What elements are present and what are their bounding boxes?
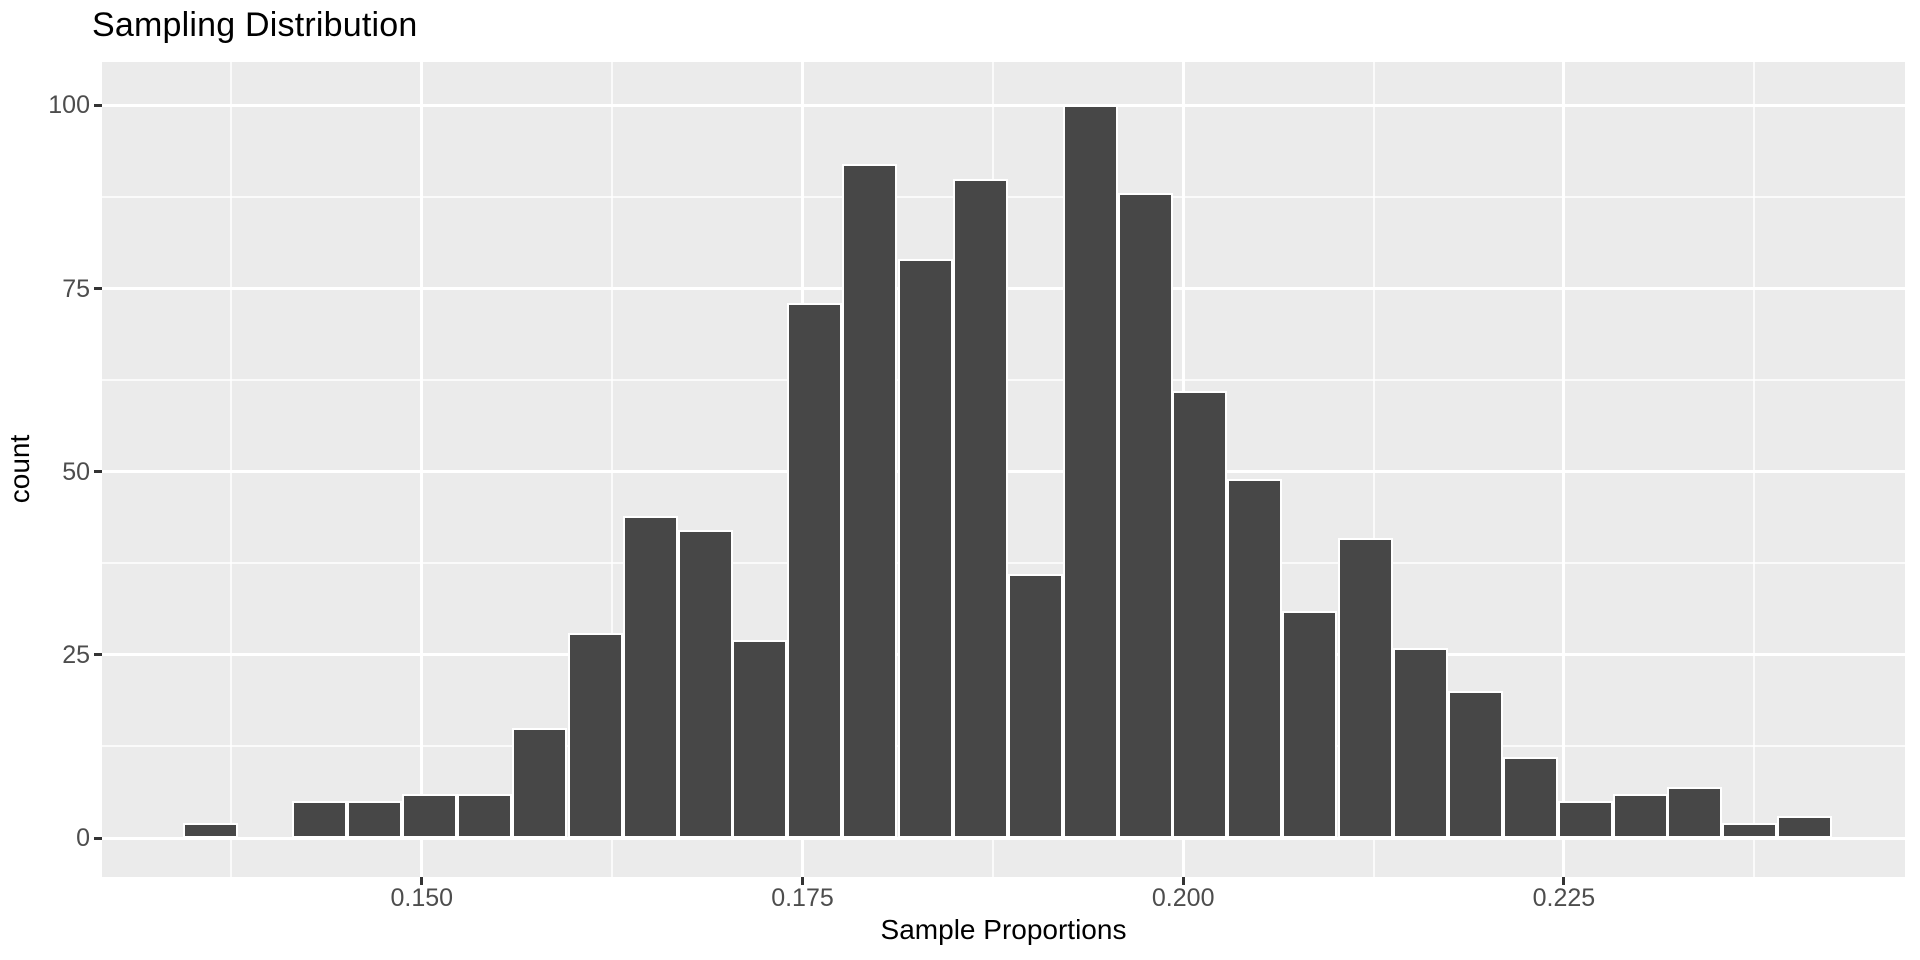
histogram-bar [1172, 391, 1228, 838]
histogram-bar [1227, 479, 1283, 838]
histogram-bar [677, 530, 733, 838]
y-tick-label: 0 [76, 824, 90, 852]
histogram-bar [787, 303, 843, 838]
histogram-bar [622, 515, 678, 838]
histogram-bar [292, 801, 348, 838]
x-tick-label: 0.225 [1532, 884, 1596, 912]
histogram-bar [1667, 786, 1723, 838]
plot-panel [102, 62, 1905, 877]
y-tick-label: 75 [62, 274, 90, 303]
histogram-bar [182, 823, 238, 838]
y-tick-mark [94, 287, 102, 291]
histogram-bar [1007, 574, 1063, 838]
histogram-bar [347, 801, 403, 838]
x-minor-gridline [1372, 62, 1375, 877]
x-tick-mark [1181, 877, 1185, 885]
histogram-bar [1502, 757, 1558, 838]
x-minor-gridline [611, 62, 614, 877]
x-tick-label: 0.150 [390, 884, 454, 912]
x-major-gridline [1562, 62, 1566, 877]
histogram-bar [1338, 537, 1394, 838]
plot-title: Sampling Distribution [92, 6, 418, 44]
x-tick-label: 0.175 [771, 884, 834, 912]
y-major-gridline [102, 836, 1905, 840]
x-tick-mark [420, 877, 424, 885]
x-axis-title: Sample Proportions [880, 914, 1127, 945]
histogram-bar [1393, 647, 1449, 838]
y-tick-mark [94, 836, 102, 840]
y-axis-title: count [4, 434, 35, 504]
histogram-bar [732, 640, 788, 838]
histogram-bar [1612, 794, 1668, 838]
histogram-bar [1722, 823, 1778, 838]
histogram-bar [1557, 801, 1613, 838]
x-tick-mark [800, 877, 804, 885]
y-major-gridline [102, 103, 1905, 107]
x-tick-label: 0.200 [1151, 884, 1215, 912]
x-minor-gridline [230, 62, 233, 877]
histogram-bar [1117, 193, 1173, 838]
histogram-bar [1282, 610, 1338, 838]
x-major-gridline [420, 62, 424, 877]
histogram-bar [953, 178, 1009, 838]
histogram-bar [456, 794, 512, 838]
x-minor-gridline [1753, 62, 1756, 877]
y-tick-label: 100 [48, 91, 90, 120]
histogram-bar [898, 259, 954, 838]
histogram-bar [567, 632, 623, 838]
histogram-bar [1062, 105, 1118, 838]
histogram-bar [401, 794, 457, 838]
y-tick-label: 25 [62, 640, 90, 669]
x-tick-mark [1562, 877, 1566, 885]
histogram-bar [1448, 691, 1504, 838]
histogram-bar [841, 164, 897, 838]
y-tick-label: 50 [62, 457, 90, 486]
y-tick-mark [94, 470, 102, 474]
histogram-bar [1776, 816, 1832, 838]
y-tick-mark [94, 103, 102, 107]
histogram-bar [511, 728, 567, 838]
y-tick-mark [94, 653, 102, 657]
